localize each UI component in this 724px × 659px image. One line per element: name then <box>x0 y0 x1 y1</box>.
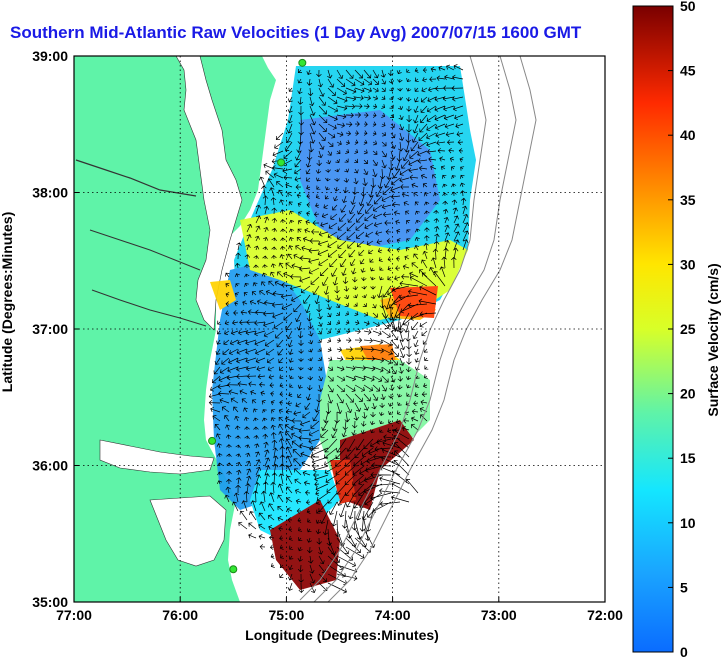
colorbar <box>632 5 674 653</box>
colorbar-tick-label: 45 <box>680 63 696 79</box>
colorbar-tick-label: 25 <box>680 321 696 337</box>
potomac-river <box>75 159 197 197</box>
bathymetry-contour-3 <box>327 56 537 602</box>
x-tick-label: 77:00 <box>56 607 92 623</box>
colorbar-tick-labels: 0 5 10 15 20 25 30 35 40 45 50 <box>668 0 696 659</box>
colorbar-tick-label: 40 <box>680 127 696 143</box>
bathymetry-contour-1 <box>299 56 487 601</box>
james-river <box>91 289 207 327</box>
y-tick-label: 38:00 <box>32 185 68 201</box>
y-tick-label: 39:00 <box>32 48 68 64</box>
colorbar-tick-label: 15 <box>680 450 696 466</box>
map-title: Southern Mid-Atlantic Raw Velocities (1 … <box>10 23 582 42</box>
velocity-arrows <box>208 64 470 594</box>
y-tick-label: 35:00 <box>32 594 68 610</box>
x-tick-label: 76:00 <box>162 607 198 623</box>
y-axis-label: Latitude (Degrees:Minutes) <box>0 212 15 392</box>
colorbar-tick-label: 0 <box>680 644 688 659</box>
radar-stations <box>208 58 307 574</box>
x-tick-label: 72:00 <box>587 607 623 623</box>
colorbar-label: Surface Velocity (cm/s) <box>705 263 721 416</box>
radar-station-marker <box>208 436 217 445</box>
y-tick-label: 36:00 <box>32 458 68 474</box>
bathymetry-contour-2 <box>313 56 517 602</box>
y-tick-labels: 39:00 38:00 37:00 36:00 35:00 <box>32 48 79 610</box>
colorbar-tick-label: 30 <box>680 256 696 272</box>
radar-station-marker <box>229 565 238 574</box>
radar-station-marker <box>298 58 307 67</box>
x-axis-label: Longitude (Degrees:Minutes) <box>245 627 439 643</box>
x-tick-label: 75:00 <box>268 607 304 623</box>
colorbar-tick-label: 10 <box>680 515 696 531</box>
colorbar-tick-label: 35 <box>680 192 696 208</box>
x-tick-label: 73:00 <box>481 607 517 623</box>
x-tick-labels: 77:00 76:00 75:00 74:00 73:00 72:00 <box>56 597 623 623</box>
velocity-vectors <box>208 64 470 594</box>
y-tick-label: 37:00 <box>32 321 68 337</box>
colorbar-tick-label: 20 <box>680 386 696 402</box>
pamlico-sound <box>149 495 227 567</box>
colorbar-tick-label: 50 <box>680 0 696 14</box>
chesapeake-bay <box>175 56 243 331</box>
colorbar-tick-label: 5 <box>680 579 688 595</box>
x-tick-label: 74:00 <box>375 607 411 623</box>
grid-lines <box>74 56 605 602</box>
radar-station-marker <box>277 158 286 167</box>
rappahannock-river <box>89 229 201 271</box>
map-layer <box>74 56 605 602</box>
